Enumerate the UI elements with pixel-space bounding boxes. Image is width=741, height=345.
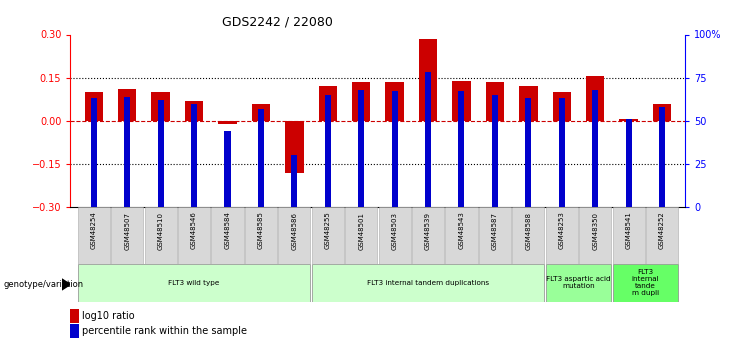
FancyBboxPatch shape (345, 207, 377, 264)
FancyBboxPatch shape (312, 264, 545, 302)
Bar (425, 72, 431, 207)
Bar (625, 119, 631, 207)
Bar (525, 98, 531, 207)
Bar (151, 92, 170, 121)
Text: GSM48503: GSM48503 (392, 211, 398, 249)
FancyBboxPatch shape (78, 207, 110, 264)
FancyBboxPatch shape (245, 207, 277, 264)
Bar (84, 92, 103, 121)
Text: GSM48254: GSM48254 (91, 211, 97, 249)
Bar (358, 90, 365, 207)
Bar (124, 97, 130, 207)
Bar (419, 39, 437, 121)
FancyBboxPatch shape (545, 207, 578, 264)
FancyBboxPatch shape (211, 207, 244, 264)
FancyBboxPatch shape (613, 207, 645, 264)
Text: GSM48539: GSM48539 (425, 211, 431, 249)
Bar (291, 155, 297, 207)
Text: GSM48350: GSM48350 (592, 211, 598, 249)
FancyBboxPatch shape (111, 207, 143, 264)
FancyBboxPatch shape (78, 264, 310, 302)
FancyBboxPatch shape (445, 207, 477, 264)
Bar (391, 91, 398, 207)
Text: GSM48541: GSM48541 (625, 211, 631, 249)
Text: GDS2242 / 22080: GDS2242 / 22080 (222, 16, 333, 29)
FancyBboxPatch shape (279, 207, 310, 264)
FancyBboxPatch shape (379, 207, 411, 264)
Text: FLT3 internal tandem duplications: FLT3 internal tandem duplications (367, 280, 489, 286)
Text: FLT3 wild type: FLT3 wild type (168, 280, 220, 286)
Bar (285, 121, 304, 172)
Polygon shape (62, 279, 70, 290)
Text: GSM48587: GSM48587 (492, 211, 498, 249)
Text: genotype/variation: genotype/variation (4, 280, 84, 289)
Text: GSM48510: GSM48510 (158, 211, 164, 249)
Text: GSM48255: GSM48255 (325, 211, 330, 249)
Bar (191, 104, 197, 207)
FancyBboxPatch shape (545, 264, 611, 302)
Bar (91, 98, 97, 207)
Bar (118, 89, 136, 121)
Bar (653, 104, 671, 121)
Text: GSM48584: GSM48584 (225, 211, 230, 249)
Bar (185, 101, 203, 121)
Text: GSM48586: GSM48586 (291, 211, 297, 249)
Bar (258, 109, 264, 207)
Text: FLT3
internal
tande
m dupli: FLT3 internal tande m dupli (631, 269, 659, 296)
Bar (325, 95, 330, 207)
Text: GSM48543: GSM48543 (459, 211, 465, 249)
Bar (459, 91, 465, 207)
Text: GSM48507: GSM48507 (124, 211, 130, 249)
Bar (492, 95, 498, 207)
FancyBboxPatch shape (613, 264, 678, 302)
Text: GSM48585: GSM48585 (258, 211, 264, 249)
Text: log10 ratio: log10 ratio (82, 311, 134, 321)
Bar (553, 92, 571, 121)
Text: GSM48253: GSM48253 (559, 211, 565, 249)
FancyBboxPatch shape (144, 207, 176, 264)
Text: FLT3 aspartic acid
mutation: FLT3 aspartic acid mutation (546, 276, 611, 289)
FancyBboxPatch shape (479, 207, 511, 264)
Bar (586, 76, 605, 121)
Text: GSM48588: GSM48588 (525, 211, 531, 249)
Bar (619, 119, 638, 121)
Bar (385, 82, 404, 121)
FancyBboxPatch shape (512, 207, 545, 264)
FancyBboxPatch shape (178, 207, 210, 264)
Bar (519, 86, 537, 121)
Bar (559, 98, 565, 207)
Bar (485, 82, 504, 121)
Text: percentile rank within the sample: percentile rank within the sample (82, 326, 247, 336)
Bar (659, 107, 665, 207)
Text: GSM48546: GSM48546 (191, 211, 197, 249)
Bar (452, 80, 471, 121)
FancyBboxPatch shape (579, 207, 611, 264)
Bar (592, 90, 598, 207)
FancyBboxPatch shape (646, 207, 678, 264)
Bar (225, 131, 230, 207)
Text: GSM48252: GSM48252 (659, 211, 665, 249)
FancyBboxPatch shape (312, 207, 344, 264)
Bar (70, 324, 79, 338)
Bar (219, 121, 236, 124)
Bar (70, 309, 79, 323)
FancyBboxPatch shape (412, 207, 444, 264)
Text: GSM48501: GSM48501 (358, 211, 364, 249)
Bar (352, 82, 370, 121)
Bar (158, 100, 164, 207)
Bar (252, 104, 270, 121)
Bar (319, 86, 337, 121)
